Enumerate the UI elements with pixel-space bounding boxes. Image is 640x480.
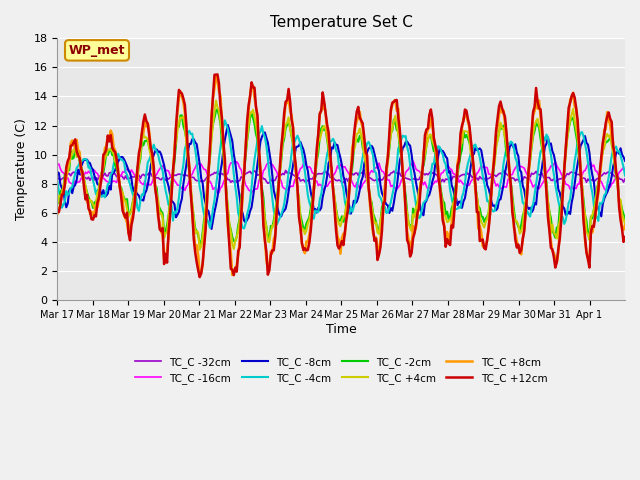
TC_C +4cm bbox=[620, 216, 627, 222]
TC_C +12cm bbox=[620, 239, 627, 245]
TC_C +4cm bbox=[196, 247, 204, 252]
TC_C +8cm bbox=[620, 227, 627, 233]
TC_C +4cm bbox=[73, 154, 81, 160]
TC_C -32cm bbox=[461, 172, 468, 178]
TC_C -32cm bbox=[91, 177, 99, 183]
TC_C -4cm bbox=[221, 118, 228, 123]
TC_C -8cm bbox=[461, 195, 468, 201]
TC_C +8cm bbox=[73, 137, 81, 143]
TC_C -8cm bbox=[208, 226, 216, 232]
Line: TC_C -2cm: TC_C -2cm bbox=[58, 109, 625, 245]
TC_C -4cm bbox=[461, 180, 468, 186]
TC_C -8cm bbox=[54, 169, 61, 175]
Line: TC_C -4cm: TC_C -4cm bbox=[58, 120, 625, 228]
TC_C +12cm bbox=[461, 107, 468, 112]
TC_C -8cm bbox=[348, 207, 356, 213]
TC_C +12cm bbox=[91, 213, 99, 218]
Line: TC_C +8cm: TC_C +8cm bbox=[58, 75, 625, 275]
TC_C -2cm bbox=[348, 165, 356, 170]
Line: TC_C -32cm: TC_C -32cm bbox=[58, 170, 625, 183]
TC_C -4cm bbox=[73, 165, 81, 170]
TC_C -2cm bbox=[54, 199, 61, 205]
TC_C -32cm bbox=[264, 180, 272, 186]
TC_C +8cm bbox=[461, 112, 468, 118]
TC_C +12cm bbox=[621, 234, 629, 240]
TC_C -16cm bbox=[409, 158, 417, 164]
TC_C -32cm bbox=[545, 175, 553, 180]
TC_C -8cm bbox=[621, 158, 629, 164]
TC_C -32cm bbox=[54, 176, 61, 181]
TC_C -16cm bbox=[545, 167, 553, 172]
TC_C +8cm bbox=[621, 223, 629, 228]
TC_C -8cm bbox=[73, 177, 81, 183]
TC_C -2cm bbox=[197, 242, 205, 248]
TC_C -16cm bbox=[91, 168, 99, 173]
TC_C +8cm bbox=[348, 144, 356, 150]
TC_C -8cm bbox=[545, 141, 553, 147]
TC_C +12cm bbox=[348, 156, 356, 162]
TC_C -32cm bbox=[347, 174, 355, 180]
TC_C -32cm bbox=[360, 167, 368, 173]
TC_C +8cm bbox=[54, 211, 61, 217]
TC_C -4cm bbox=[348, 209, 356, 215]
TC_C +12cm bbox=[214, 72, 221, 77]
TC_C -8cm bbox=[620, 154, 627, 160]
TC_C -2cm bbox=[620, 211, 627, 217]
TC_C -8cm bbox=[224, 122, 232, 128]
TC_C +12cm bbox=[545, 228, 553, 234]
TC_C -16cm bbox=[621, 167, 629, 173]
TC_C -16cm bbox=[73, 180, 81, 186]
TC_C +8cm bbox=[545, 225, 553, 231]
TC_C -8cm bbox=[91, 173, 99, 179]
TC_C +4cm bbox=[545, 209, 553, 215]
TC_C -16cm bbox=[214, 191, 221, 196]
TC_C -32cm bbox=[73, 169, 81, 175]
TC_C -4cm bbox=[91, 184, 99, 190]
TC_C +4cm bbox=[91, 205, 99, 211]
TC_C -4cm bbox=[621, 173, 629, 179]
TC_C -2cm bbox=[621, 216, 629, 222]
TC_C -16cm bbox=[54, 162, 61, 168]
TC_C +4cm bbox=[461, 128, 468, 134]
TC_C -2cm bbox=[214, 107, 221, 112]
TC_C +8cm bbox=[91, 209, 99, 215]
TC_C -4cm bbox=[545, 145, 553, 151]
Text: WP_met: WP_met bbox=[68, 44, 125, 57]
TC_C +4cm bbox=[54, 201, 61, 207]
TC_C -16cm bbox=[347, 176, 355, 182]
Line: TC_C -8cm: TC_C -8cm bbox=[58, 125, 625, 229]
X-axis label: Time: Time bbox=[326, 323, 356, 336]
TC_C -32cm bbox=[620, 180, 627, 185]
TC_C -4cm bbox=[240, 226, 248, 231]
TC_C +8cm bbox=[228, 272, 236, 278]
TC_C -2cm bbox=[545, 208, 553, 214]
TC_C +4cm bbox=[621, 221, 629, 227]
TC_C -2cm bbox=[461, 134, 468, 140]
TC_C +4cm bbox=[212, 97, 220, 103]
TC_C +4cm bbox=[348, 153, 356, 159]
TC_C -4cm bbox=[620, 164, 627, 170]
TC_C -32cm bbox=[621, 176, 629, 182]
TC_C -2cm bbox=[73, 145, 81, 151]
Line: TC_C +4cm: TC_C +4cm bbox=[58, 100, 625, 250]
Line: TC_C -16cm: TC_C -16cm bbox=[58, 161, 625, 193]
TC_C +8cm bbox=[212, 72, 220, 78]
TC_C -2cm bbox=[91, 199, 99, 205]
TC_C -16cm bbox=[620, 165, 627, 171]
TC_C -16cm bbox=[461, 180, 468, 186]
TC_C +12cm bbox=[54, 208, 61, 214]
TC_C -4cm bbox=[54, 179, 61, 184]
TC_C +12cm bbox=[73, 149, 81, 155]
Legend: TC_C -32cm, TC_C -16cm, TC_C -8cm, TC_C -4cm, TC_C -2cm, TC_C +4cm, TC_C +8cm, T: TC_C -32cm, TC_C -16cm, TC_C -8cm, TC_C … bbox=[131, 353, 552, 388]
TC_C +12cm bbox=[196, 274, 204, 280]
Title: Temperature Set C: Temperature Set C bbox=[270, 15, 413, 30]
Y-axis label: Temperature (C): Temperature (C) bbox=[15, 118, 28, 220]
Line: TC_C +12cm: TC_C +12cm bbox=[58, 74, 625, 277]
